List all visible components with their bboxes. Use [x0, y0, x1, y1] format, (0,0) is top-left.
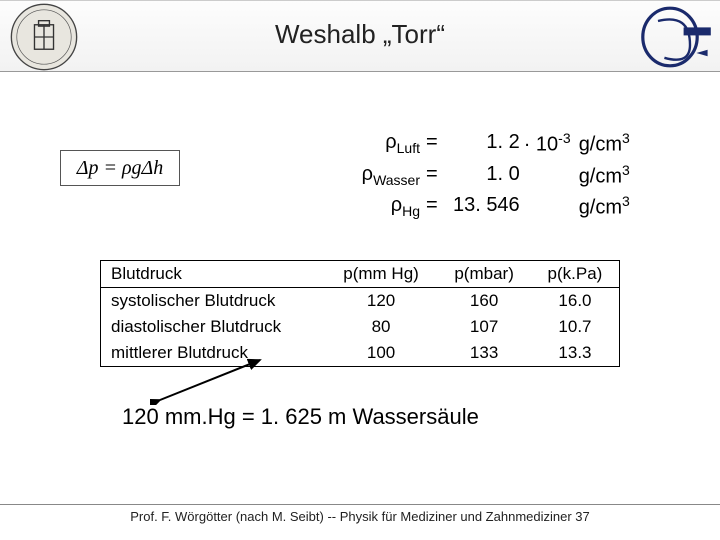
col-header: Blutdruck: [101, 261, 325, 288]
density-row: ρHg= 13. 546 g/cm3: [310, 191, 630, 223]
table-row: diastolischer Blutdruck8010710.7: [101, 314, 619, 340]
slide-header: Weshalb „Torr“: [0, 0, 720, 72]
table-row: mittlerer Blutdruck10013313.3: [101, 340, 619, 366]
conversion-statement: 120 mm.Hg = 1. 625 m Wassersäule: [122, 404, 479, 430]
col-header: p(mm Hg): [325, 261, 438, 288]
institute-logo: [634, 0, 714, 77]
slide-title: Weshalb „Torr“: [0, 1, 720, 50]
slide-footer: Prof. F. Wörgötter (nach M. Seibt) -- Ph…: [0, 504, 720, 524]
col-header: p(mbar): [437, 261, 531, 288]
pressure-formula: Δp = ρgΔh: [60, 150, 180, 186]
density-row: ρWasser= 1. 0 g/cm3: [310, 160, 630, 192]
university-seal-logo: [10, 3, 78, 71]
density-row: ρLuft= 1. 2 · 10-3 g/cm3: [310, 128, 630, 160]
col-header: p(k.Pa): [531, 261, 619, 288]
density-list: ρLuft= 1. 2 · 10-3 g/cm3 ρWasser= 1. 0 g…: [310, 128, 630, 223]
blood-pressure-table: Blutdruck p(mm Hg) p(mbar) p(k.Pa) systo…: [100, 260, 620, 367]
table-row: systolischer Blutdruck12016016.0: [101, 288, 619, 315]
table-header-row: Blutdruck p(mm Hg) p(mbar) p(k.Pa): [101, 261, 619, 288]
